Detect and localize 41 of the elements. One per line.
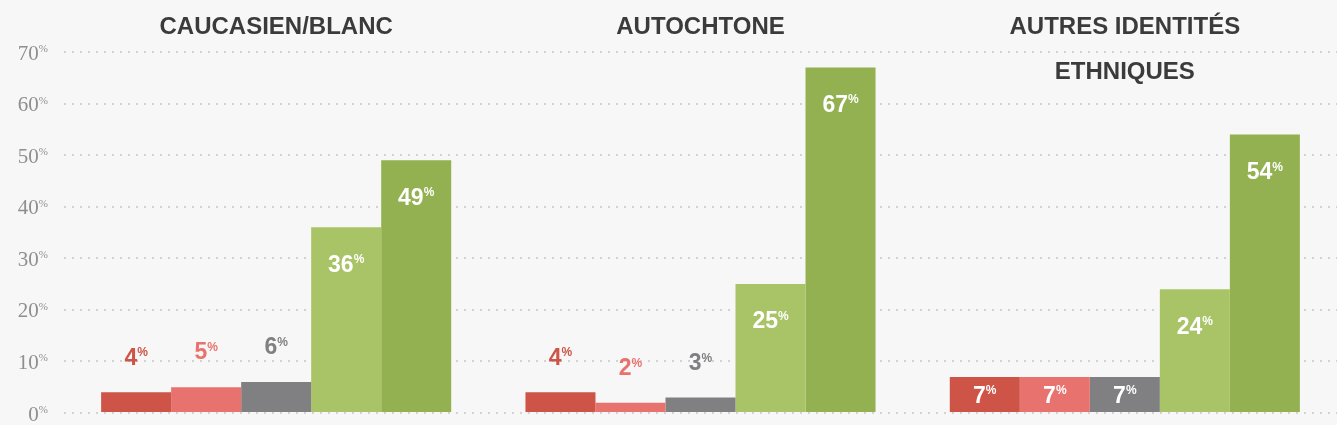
bar [595, 402, 666, 412]
y-tick-label: 70% [17, 40, 49, 65]
bar [241, 382, 312, 412]
data-label: 5% [194, 338, 219, 365]
bar [1229, 134, 1300, 412]
data-label: 67% [822, 90, 859, 117]
y-tick-label: 10% [17, 349, 49, 374]
y-tick-label: 50% [17, 143, 49, 168]
y-tick-label: 40% [17, 195, 49, 220]
data-label: 7% [1113, 381, 1137, 408]
data-label: 3% [688, 348, 713, 375]
y-tick-label: 0% [28, 401, 49, 425]
bar [735, 284, 806, 412]
bar [949, 376, 1020, 412]
x-tick-label: CAUCASIEN/BLANC [159, 11, 393, 39]
y-tick-label: 30% [17, 246, 49, 271]
data-label: 4% [548, 343, 573, 370]
bar [171, 387, 242, 412]
x-tick-label: AUTRES IDENTITÉS ETHNIQUES [1009, 11, 1241, 84]
bar [311, 227, 382, 412]
data-label: 2% [618, 353, 643, 380]
data-label: 49% [398, 183, 435, 210]
bar [381, 160, 452, 412]
data-label: 7% [973, 381, 997, 408]
bar [1159, 289, 1230, 412]
x-tick-label: AUTOCHTONE [616, 11, 785, 39]
bar [1019, 376, 1090, 412]
y-tick-label: 60% [17, 92, 49, 117]
bar [665, 397, 736, 412]
data-label: 4% [124, 343, 149, 370]
bar [1089, 376, 1160, 412]
bar [525, 392, 596, 412]
data-label: 36% [328, 250, 365, 277]
y-tick-label: 20% [17, 298, 49, 323]
bar [805, 67, 876, 412]
bar [101, 392, 172, 412]
data-label: 7% [1043, 381, 1067, 408]
data-label: 25% [752, 307, 789, 334]
data-label: 54% [1246, 157, 1284, 184]
data-label: 6% [264, 333, 289, 360]
data-label: 24% [1176, 312, 1214, 339]
